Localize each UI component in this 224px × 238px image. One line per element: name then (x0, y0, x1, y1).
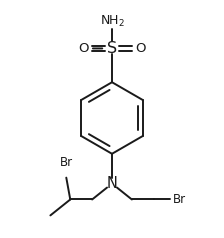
Text: Br: Br (173, 193, 186, 206)
Text: O: O (78, 42, 88, 55)
Text: Br: Br (60, 156, 73, 169)
Text: S: S (107, 41, 117, 56)
Text: O: O (136, 42, 146, 55)
Text: N: N (107, 176, 117, 191)
Text: NH$_2$: NH$_2$ (99, 14, 125, 29)
